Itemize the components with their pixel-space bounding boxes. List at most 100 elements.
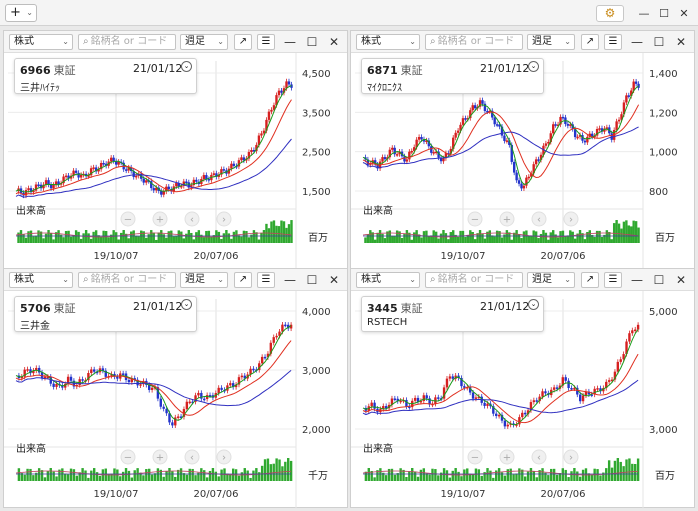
period-select[interactable]: 週足 ⌄ (180, 272, 228, 288)
scroll-left-icon[interactable]: ‹ (537, 215, 541, 226)
type-select[interactable]: 株式 ⌄ (356, 272, 420, 288)
type-select[interactable]: 株式 ⌄ (9, 34, 73, 50)
panel-maximize-icon[interactable]: ☐ (653, 35, 665, 49)
minimize-icon[interactable]: — (638, 6, 650, 20)
search-icon: ⌕ (83, 274, 89, 285)
info-toggle-chevron-icon[interactable]: ⌄ (528, 299, 539, 310)
y-axis-label: 3,000 (649, 425, 678, 436)
y-axis-label: 4,500 (302, 69, 331, 80)
expand-arrow-icon[interactable]: ↗ (581, 34, 599, 50)
panel-minimize-icon[interactable]: — (631, 35, 643, 49)
scroll-right-icon[interactable]: › (222, 453, 226, 464)
zoom-in-icon[interactable]: + (503, 453, 511, 464)
type-select[interactable]: 株式 ⌄ (9, 272, 73, 288)
panel-maximize-icon[interactable]: ☐ (653, 273, 665, 287)
symbol-search-input[interactable]: ⌕ 銘柄名 or コード (425, 34, 523, 50)
panel-minimize-icon[interactable]: — (284, 273, 296, 287)
panel-close-icon[interactable]: ✕ (328, 35, 340, 49)
panel-minimize-icon[interactable]: — (631, 273, 643, 287)
panel-close-icon[interactable]: ✕ (675, 35, 687, 49)
chevron-down-icon: ⌄ (26, 8, 33, 17)
candle-body (630, 90, 633, 96)
menu-lines-icon[interactable]: ☰ (604, 34, 622, 50)
zoom-out-icon[interactable]: − (471, 453, 479, 464)
scroll-right-icon[interactable]: › (222, 215, 226, 226)
scroll-right-icon[interactable]: › (569, 453, 573, 464)
menu-lines-icon[interactable]: ☰ (257, 272, 275, 288)
volume-bar (133, 470, 136, 481)
zoom-in-icon-bg[interactable] (152, 211, 168, 227)
expand-arrow-icon[interactable]: ↗ (581, 272, 599, 288)
panel-minimize-icon[interactable]: — (284, 35, 296, 49)
scroll-left-icon[interactable]: ‹ (190, 453, 194, 464)
zoom-in-icon-bg[interactable] (152, 449, 168, 465)
period-select[interactable]: 週足 ⌄ (527, 272, 575, 288)
zoom-out-icon-bg[interactable] (120, 211, 136, 227)
volume-bar (175, 235, 178, 243)
symbol-search-input[interactable]: ⌕ 銘柄名 or コード (78, 272, 176, 288)
period-select[interactable]: 週足 ⌄ (527, 34, 575, 50)
scroll-right-icon[interactable]: › (569, 215, 573, 226)
volume-bar (117, 239, 120, 243)
expand-arrow-icon[interactable]: ↗ (234, 272, 252, 288)
menu-lines-icon[interactable]: ☰ (604, 272, 622, 288)
scroll-left-icon-bg[interactable] (184, 211, 200, 227)
panel-close-icon[interactable]: ✕ (675, 273, 687, 287)
scroll-left-icon[interactable]: ‹ (190, 215, 194, 226)
zoom-in-icon[interactable]: + (503, 215, 511, 226)
scroll-left-icon[interactable]: ‹ (537, 453, 541, 464)
scroll-right-icon-bg[interactable] (216, 449, 232, 465)
zoom-out-icon[interactable]: − (124, 215, 132, 226)
volume-bar (24, 237, 28, 243)
zoom-in-icon[interactable]: + (156, 215, 164, 226)
candle-body (152, 188, 155, 191)
expand-arrow-icon[interactable]: ↗ (234, 34, 252, 50)
menu-lines-icon[interactable]: ☰ (257, 34, 275, 50)
zoom-out-icon-bg[interactable] (467, 449, 483, 465)
scroll-right-icon-bg[interactable] (563, 449, 579, 465)
info-toggle-chevron-icon[interactable]: ⌄ (528, 61, 539, 72)
scroll-left-icon-bg[interactable] (531, 449, 547, 465)
volume-bar (37, 230, 40, 243)
close-icon[interactable]: ✕ (679, 6, 689, 20)
panel-maximize-icon[interactable]: ☐ (306, 35, 318, 49)
candle-body (613, 371, 617, 380)
candle-body (600, 128, 604, 132)
volume-bar (576, 471, 579, 481)
settings-gear-icon[interactable]: ⚙ (596, 5, 624, 22)
panel-close-icon[interactable]: ✕ (328, 273, 340, 287)
candle-body (420, 137, 423, 140)
info-toggle-chevron-icon[interactable]: ⌄ (181, 299, 192, 310)
candle-body (231, 383, 235, 388)
candle-body (175, 183, 178, 187)
panel-maximize-icon[interactable]: ☐ (306, 273, 318, 287)
scroll-right-icon-bg[interactable] (216, 211, 232, 227)
zoom-in-icon-bg[interactable] (499, 211, 515, 227)
candle-body (468, 387, 472, 393)
zoom-in-icon[interactable]: + (156, 453, 164, 464)
zoom-out-icon-bg[interactable] (120, 449, 136, 465)
type-select[interactable]: 株式 ⌄ (356, 34, 420, 50)
scroll-left-icon-bg[interactable] (531, 211, 547, 227)
y-axis-label: 5,000 (649, 307, 678, 318)
candle-body (112, 157, 115, 162)
zoom-out-icon[interactable]: − (471, 215, 479, 226)
scroll-left-icon-bg[interactable] (184, 449, 200, 465)
zoom-out-icon-bg[interactable] (467, 211, 483, 227)
symbol-search-input[interactable]: ⌕ 銘柄名 or コード (425, 272, 523, 288)
zoom-in-icon-bg[interactable] (499, 449, 515, 465)
volume-bar (525, 230, 528, 243)
info-toggle-chevron-icon[interactable]: ⌄ (181, 61, 192, 72)
candle-body (26, 369, 29, 371)
scroll-right-icon-bg[interactable] (563, 211, 579, 227)
zoom-out-icon[interactable]: − (124, 453, 132, 464)
volume-bar (168, 468, 171, 481)
maximize-icon[interactable]: ☐ (659, 6, 669, 20)
symbol-search-input[interactable]: ⌕ 銘柄名 or コード (78, 34, 176, 50)
add-chart-button[interactable]: + ⌄ (5, 4, 37, 22)
period-select[interactable]: 週足 ⌄ (180, 34, 228, 50)
